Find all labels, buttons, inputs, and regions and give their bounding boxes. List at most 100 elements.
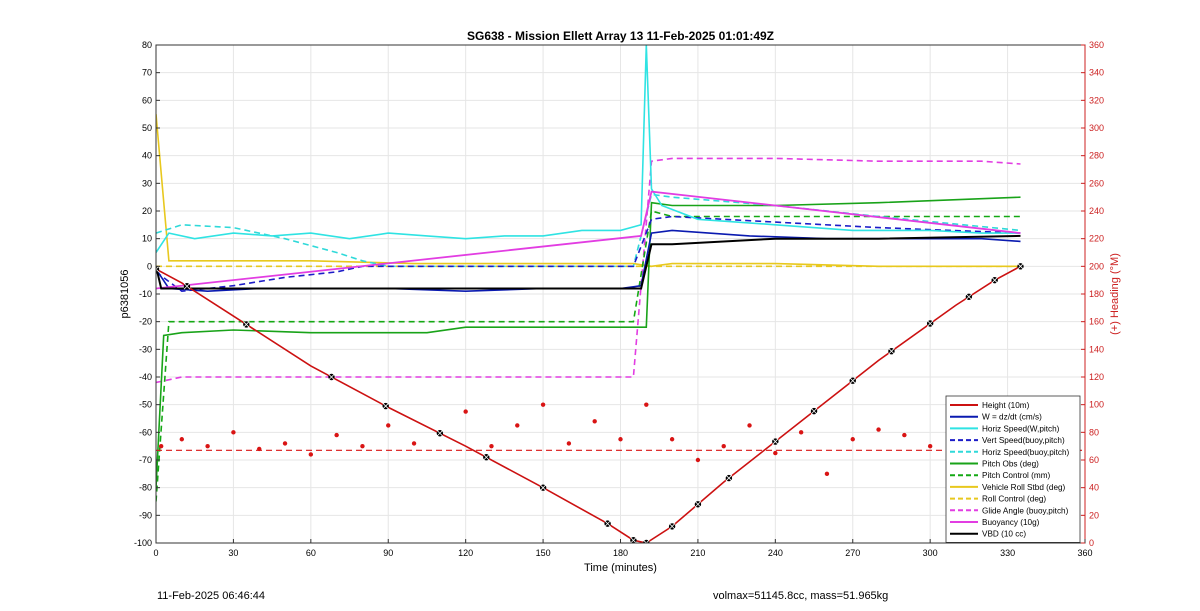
height-marker-cross [436,429,444,437]
height-marker-cross [725,474,733,482]
legend-label: Height (10m) [982,401,1030,410]
legend-label: VBD (10 cc) [982,530,1026,539]
heading-point [489,443,494,449]
y-tick-label: -50 [139,400,152,410]
series-line-pitch_control [156,209,1021,502]
legend-label: W = dz/dt (cm/s) [982,413,1042,422]
height-marker-cross [539,484,547,491]
heading-point [669,437,675,442]
legend-label: Buoyancy (10g) [982,518,1040,527]
x-tick-label: 210 [690,548,705,558]
legend-label: Roll Control (deg) [982,495,1046,504]
legend-label: Vert Speed(buoy,pitch) [982,436,1065,445]
x-tick-label: 270 [845,548,860,558]
height-marker-cross [156,265,160,273]
y-tick-label: -80 [139,483,152,493]
height-marker-cross [1017,263,1024,270]
y2-tick-label: 80 [1089,427,1099,437]
y2-tick-label: 60 [1089,455,1099,465]
height-marker-cross [604,520,611,527]
x-tick-label: 300 [923,548,938,558]
y-tick-label: -20 [139,317,152,327]
heading-point [386,423,391,428]
series-line-horiz_speed_w [156,45,1021,253]
height-marker-cross [668,523,676,530]
legend-box [945,395,1081,543]
series-line-pitch [156,196,1021,488]
chart-title: SG638 - Mission Ellett Array 13 11-Feb-2… [467,29,774,43]
height-marker-cross [643,539,650,543]
heading-point [798,430,804,435]
y2-tick-label: 140 [1089,344,1104,354]
y2-tick-label: 260 [1089,178,1104,188]
height-marker [643,539,650,543]
heading-point [824,471,830,477]
y-tick-label: -100 [134,538,152,548]
heading-point [231,430,236,435]
y2-tick-label: 180 [1089,289,1104,299]
y2-tick-label: 300 [1089,123,1104,133]
x-tick-label: 150 [536,548,551,558]
y-tick-label: 70 [142,68,152,78]
footer-volmax-mass: volmax=51145.8cc, mass=51.965kg [713,590,889,602]
heading-point [282,441,288,446]
y2-axis-label: (+) Heading (°M) [1109,253,1121,335]
heading-point [592,419,597,424]
heading-point [773,450,778,456]
y2-tick-label: 120 [1089,372,1104,382]
series-line-glide_angle [156,157,1021,384]
heading-point [334,432,339,438]
height-marker-cross [991,276,998,284]
heading-point [540,402,546,407]
y-tick-label: 40 [142,151,152,161]
heading-point [515,423,520,428]
legend-label: Pitch Control (mm) [982,471,1051,480]
heading-point [695,457,701,463]
y-tick-label: 30 [142,178,152,188]
heading-point [308,452,314,457]
heading-point [747,423,752,428]
x-tick-label: 240 [768,548,783,558]
y2-tick-label: 40 [1089,483,1099,493]
y2-tick-label: 20 [1089,510,1099,520]
height-marker-cross [694,500,702,508]
heading-point [463,409,468,414]
x-tick-label: 180 [613,548,628,558]
series-line-vert_speed [156,215,1021,293]
heading-point [721,443,726,449]
series-line-buoyancy [156,190,1021,290]
series-line-horiz_speed_buoy [156,193,1021,268]
heading-point [158,443,164,449]
heading-point [360,443,365,449]
x-tick-label: 30 [228,548,238,558]
y2-tick-label: 340 [1089,68,1104,78]
x-tick-label: 60 [306,548,316,558]
y-tick-label: -40 [139,372,152,382]
y2-tick-label: 0 [1089,538,1094,548]
height-marker-cross [772,438,779,445]
y2-tick-label: 360 [1089,40,1104,50]
footer-timestamp: 11-Feb-2025 06:46:44 [157,590,266,602]
y-tick-label: -70 [139,455,152,465]
heading-point [902,432,907,438]
heading-point [876,427,881,432]
legend-label: Pitch Obs (deg) [982,460,1039,469]
height-marker-cross [926,320,934,327]
height-marker-cross [630,536,637,543]
height-marker-cross [183,282,191,290]
y2-tick-label: 320 [1089,95,1104,105]
heading-point [179,437,185,442]
x-tick-label: 90 [383,548,393,558]
height-marker-cross [849,377,857,384]
heading-point [850,437,855,442]
x-tick-label: 120 [458,548,473,558]
height-marker-cross [483,453,490,461]
height-marker [156,265,160,273]
y-tick-label: -90 [139,510,152,520]
heading-point [927,443,933,449]
height-marker-cross [382,402,389,410]
x-axis-label: Time (minutes) [584,562,657,574]
series-group [156,45,1085,543]
y-tick-label: 50 [142,123,152,133]
